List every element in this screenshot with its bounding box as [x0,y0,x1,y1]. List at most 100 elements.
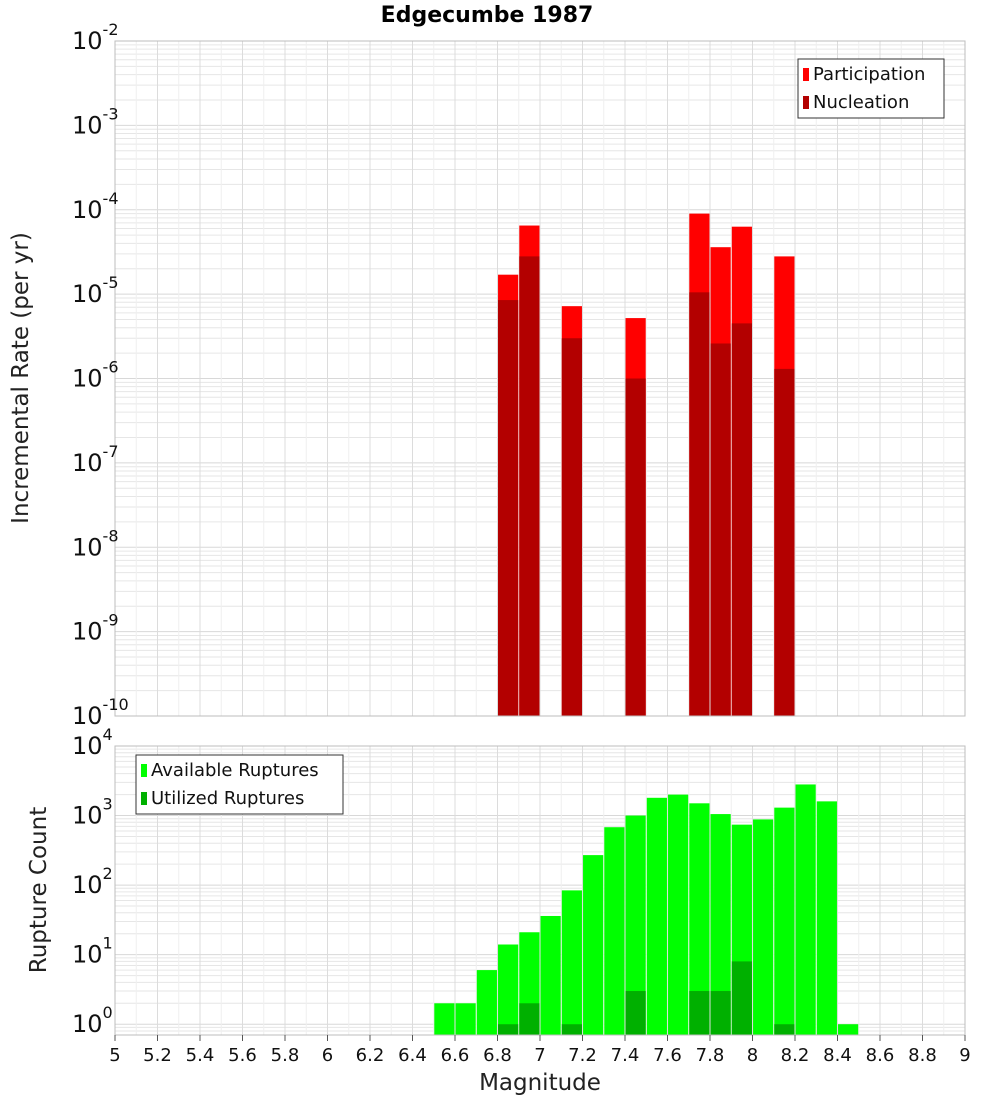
utilized-ruptures-bar [710,991,731,1035]
y-tick-base: 10 [72,449,103,477]
utilized-ruptures-bar [625,991,646,1035]
y-axis-label: Rupture Count [26,807,52,973]
x-tick-label: 7.6 [653,1045,682,1066]
available-ruptures-bar [668,794,689,1035]
available-ruptures-bar [795,784,816,1035]
available-ruptures-bar [625,815,646,1035]
available-ruptures-bar [434,1003,455,1035]
y-tick-label: 104 [72,725,113,760]
y-tick-base: 10 [72,196,103,224]
x-tick-label: 6 [322,1045,333,1066]
x-tick-label: 5 [109,1045,120,1066]
y-tick-base: 10 [72,941,103,969]
utilized-ruptures-bar [561,1024,582,1035]
x-axis-label: Magnitude [479,1070,601,1096]
x-tick-label: 6.8 [483,1045,512,1066]
x-tick-label: 5.2 [143,1045,172,1066]
y-tick-base: 10 [72,27,103,55]
utilized-ruptures-bar [774,1024,795,1035]
available-ruptures-bar [689,803,710,1035]
legend-label: Nucleation [813,92,909,113]
y-tick-exponent: -5 [103,273,119,292]
legend-label: Utilized Ruptures [151,788,304,809]
plot-frame [114,40,966,717]
y-tick-base: 10 [72,111,103,139]
legend-box [797,58,945,119]
y-tick-exponent: 2 [103,864,113,883]
nucleation-bar [710,343,731,716]
nucleation-bar [625,378,646,716]
y-tick-exponent: -7 [103,442,119,461]
y-tick-exponent: -3 [103,104,119,123]
y-tick-exponent: -8 [103,526,119,545]
utilized-ruptures-bar [731,961,752,1035]
y-tick-exponent: -10 [103,695,129,714]
legend-swatch [803,68,809,81]
legend-swatch [803,96,809,109]
available-ruptures-bar [455,1003,476,1035]
available-ruptures-bar [710,814,731,1035]
available-ruptures-bar [583,855,604,1035]
x-tick-label: 8.6 [866,1045,895,1066]
nucleation-bar [561,338,582,716]
y-tick-base: 10 [72,365,103,393]
available-ruptures-bar [540,915,561,1035]
y-tick-label: 10-5 [72,273,119,308]
legend-swatch [141,792,147,805]
available-ruptures-bar [774,807,795,1035]
available-ruptures-bar [838,1024,859,1035]
x-tick-label: 8 [747,1045,758,1066]
legend-swatch [141,764,147,777]
y-tick-exponent: 0 [103,1003,113,1022]
y-tick-base: 10 [72,618,103,646]
nucleation-bar [774,368,795,716]
x-tick-label: 5.6 [228,1045,257,1066]
legend-box [135,754,344,815]
available-ruptures-bar [476,970,497,1035]
available-ruptures-bar [604,827,625,1035]
chart-title: Edgecumbe 1987 [381,3,594,28]
x-tick-label: 8.4 [823,1045,852,1066]
y-tick-base: 10 [72,871,103,899]
nucleation-bar [731,323,752,716]
legend-label: Participation [813,64,925,85]
y-tick-label: 10-10 [72,695,129,730]
y-tick-label: 101 [72,934,113,969]
y-tick-label: 10-4 [72,189,119,224]
y-tick-exponent: -4 [103,189,119,208]
y-tick-exponent: 1 [103,934,113,953]
y-tick-base: 10 [72,1010,103,1038]
y-tick-label: 100 [72,1003,113,1038]
x-tick-label: 6.2 [356,1045,385,1066]
y-tick-label: 10-3 [72,104,119,139]
utilized-ruptures-bar [498,1024,519,1035]
x-tick-label: 9 [959,1045,970,1066]
rate-panel: 10-1010-910-810-710-610-510-410-310-2Inc… [8,20,966,730]
y-axis-label: Incremental Rate (per yr) [8,232,34,524]
x-tick-label: 7.4 [611,1045,640,1066]
x-tick-label: 7.2 [568,1045,597,1066]
y-tick-exponent: -2 [103,20,119,39]
y-tick-label: 10-2 [72,20,119,55]
nucleation-bar [519,256,540,716]
available-ruptures-bar [561,890,582,1035]
nucleation-bar [689,292,710,716]
available-ruptures-bar [816,801,837,1035]
x-tick-label: 5.4 [186,1045,215,1066]
y-tick-exponent: 4 [103,725,113,744]
x-tick-label: 7.8 [696,1045,725,1066]
nucleation-bar [498,300,519,716]
y-tick-base: 10 [72,732,103,760]
y-tick-label: 103 [72,795,113,830]
x-tick-label: 8.2 [781,1045,810,1066]
y-tick-exponent: -9 [103,611,119,630]
utilized-ruptures-bar [519,1003,540,1035]
x-tick-label: 6.6 [441,1045,470,1066]
y-tick-label: 10-7 [72,442,119,477]
y-tick-base: 10 [72,533,103,561]
available-ruptures-bar [646,797,667,1035]
y-tick-base: 10 [72,802,103,830]
y-tick-label: 102 [72,864,113,899]
